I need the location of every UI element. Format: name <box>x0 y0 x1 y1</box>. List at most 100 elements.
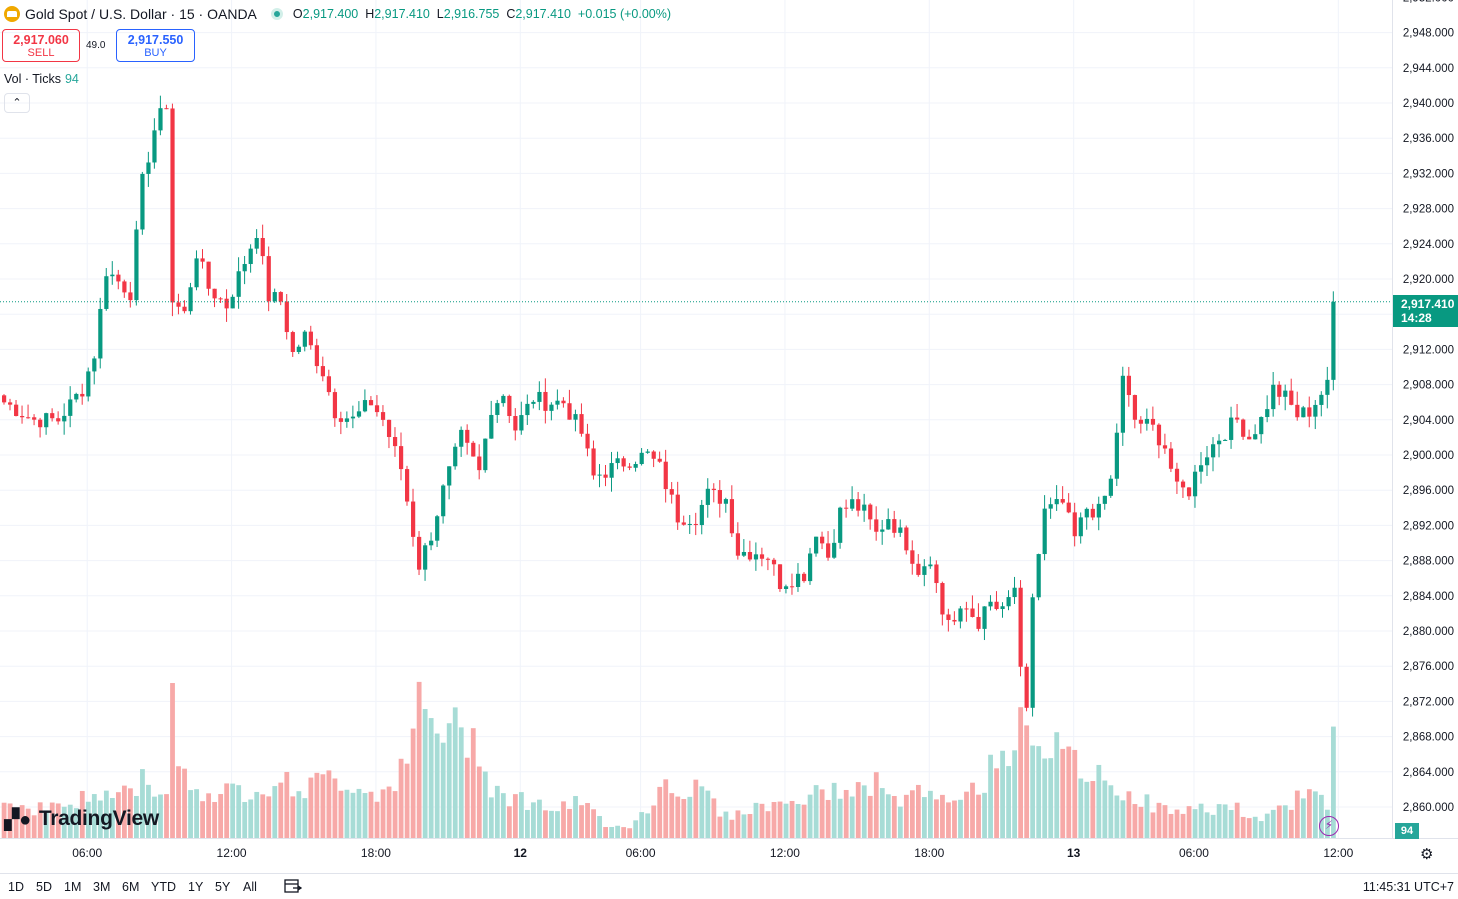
utc-clock[interactable]: 11:45:31 UTC+7 <box>1362 880 1454 894</box>
gear-icon[interactable]: ⚙ <box>1420 846 1434 863</box>
candle-body <box>1277 384 1282 397</box>
candle-body <box>862 504 867 511</box>
exchange[interactable]: OANDA <box>207 6 257 22</box>
candle-body <box>146 162 151 174</box>
volume-bar <box>994 768 999 838</box>
volume-bar <box>422 709 428 838</box>
symbol-name[interactable]: Gold Spot <box>25 6 88 22</box>
candle-body <box>20 416 25 418</box>
candle-body <box>1006 597 1011 607</box>
volume-bar <box>314 772 320 838</box>
volume-bar <box>404 763 410 838</box>
candle-body <box>1036 554 1041 598</box>
symbol-legend[interactable]: Gold Spot / U.S. Dollar · 15 · OANDA O2,… <box>4 4 671 24</box>
candle-body <box>1108 478 1113 496</box>
volume-bar <box>867 795 873 838</box>
volume-bar <box>1 802 7 838</box>
volume-bar <box>591 809 596 838</box>
volume-bar <box>561 801 566 838</box>
volume-label: Vol · Ticks <box>4 72 61 86</box>
candle-body <box>639 452 644 465</box>
candle-body <box>1096 503 1101 518</box>
volume-bar <box>651 805 657 838</box>
candle-body <box>314 345 319 367</box>
candle-body <box>266 256 271 302</box>
range-1m[interactable]: 1M <box>64 880 82 894</box>
price-tick-label: 2,932.000 <box>1403 168 1454 180</box>
volume-bar <box>518 792 524 838</box>
volume-bar <box>158 794 163 838</box>
range-3m[interactable]: 3M <box>93 880 111 894</box>
candle-body <box>1132 395 1138 420</box>
price-chart[interactable]: 2,860.000 2,864.000 2,868.000 2,872.000 2,87… <box>0 0 1458 872</box>
candle-body <box>302 331 307 347</box>
volume-bar <box>1264 813 1270 838</box>
candle-body <box>1024 666 1029 708</box>
price-tick-label: 2,936.000 <box>1403 133 1454 145</box>
volume-bar <box>1174 809 1180 838</box>
volume-bar <box>699 786 705 838</box>
volume-bar <box>633 820 639 838</box>
range-5y[interactable]: 5Y <box>215 880 231 894</box>
volume-bar <box>398 758 404 838</box>
volume-bar <box>218 794 224 838</box>
price-axis: 2,860.000 2,864.000 2,868.000 2,872.000 2,87… <box>1392 0 1454 838</box>
volume-bar <box>903 794 909 838</box>
volume-bar <box>302 798 308 838</box>
candle-body <box>1072 512 1077 537</box>
range-6m[interactable]: 6M <box>122 880 140 894</box>
volume-bar <box>1072 749 1078 838</box>
interval[interactable]: 15 <box>179 6 195 22</box>
candle-body <box>543 391 548 411</box>
volume-bar <box>470 728 476 838</box>
candle-body <box>218 298 223 300</box>
volume-value: 94 <box>64 72 79 86</box>
candle-body <box>1066 502 1071 513</box>
volume-bar <box>964 791 969 838</box>
candle-body <box>856 499 861 511</box>
volume-bar <box>1222 804 1228 838</box>
candle-body <box>405 469 410 502</box>
price-tick-label: 2,944.000 <box>1403 63 1454 75</box>
volume-bar <box>1216 804 1222 838</box>
calendar-range-icon[interactable] <box>284 878 302 894</box>
quote-currency[interactable]: U.S. Dollar <box>98 6 167 22</box>
candle-body <box>934 564 939 584</box>
lightning-icon[interactable]: ⚡ <box>1319 816 1339 836</box>
candle-body <box>320 366 325 377</box>
volume-bar <box>326 770 332 838</box>
range-1y[interactable]: 1Y <box>188 880 204 894</box>
price-tick-label: 2,904.000 <box>1403 415 1454 427</box>
collapse-legend-button[interactable]: ⌃ <box>4 93 30 113</box>
volume-bar <box>494 785 500 838</box>
volume-bar <box>795 804 801 838</box>
range-ytd[interactable]: YTD <box>151 880 176 894</box>
volume-bar <box>982 792 987 838</box>
volume-bar <box>849 796 855 838</box>
volume-bar <box>392 791 398 838</box>
candle-body <box>26 417 31 419</box>
range-5d[interactable]: 5D <box>36 880 52 894</box>
range-1d[interactable]: 1D <box>8 880 24 894</box>
range-all[interactable]: All <box>243 880 257 894</box>
candle-body <box>128 292 133 301</box>
tradingview-watermark[interactable]: ▞● TradingView <box>4 806 159 832</box>
volume-bar <box>386 786 392 838</box>
buy-button[interactable]: 2,917.550 BUY <box>116 29 195 62</box>
candle-body <box>224 298 229 309</box>
candle-body <box>1048 504 1053 509</box>
sell-button[interactable]: 2,917.060 SELL <box>2 29 80 62</box>
volume-bar <box>1078 778 1084 838</box>
candle-body <box>567 403 572 420</box>
candle-body <box>579 414 584 434</box>
candle-body <box>699 504 704 526</box>
candle-body <box>826 543 831 558</box>
volume-bar <box>308 777 314 838</box>
candle-body <box>777 564 783 589</box>
volume-bar <box>921 797 927 838</box>
candle-body <box>1283 390 1288 397</box>
volume-bar <box>603 827 608 838</box>
volume-bar <box>410 728 416 838</box>
volume-bar <box>1126 791 1132 838</box>
volume-legend[interactable]: Vol · Ticks 94 <box>4 72 79 86</box>
